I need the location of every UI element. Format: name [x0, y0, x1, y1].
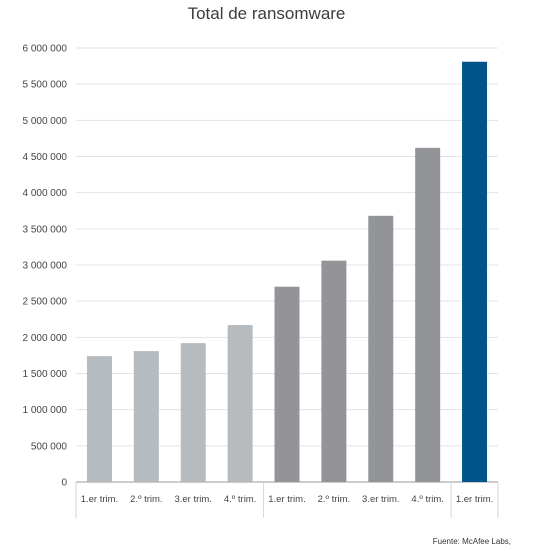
x-tick-label: 3.er trim. [174, 494, 211, 505]
y-tick-label: 2 500 000 [23, 297, 68, 308]
x-tick-label: 2.º trim. [130, 494, 163, 505]
chart-title: Total de ransomware [187, 4, 346, 23]
y-tick-label: 500 000 [31, 441, 68, 452]
x-tick-label: 4.º trim. [224, 494, 257, 505]
bar [415, 147, 441, 482]
y-tick-label: 6 000 000 [23, 44, 68, 55]
y-tick-label: 4 500 000 [23, 152, 68, 163]
bar [180, 343, 206, 482]
y-tick-label: 3 000 000 [23, 261, 68, 272]
source-note: Fuente: McAfee Labs, [432, 537, 511, 546]
y-tick-label: 5 500 000 [23, 80, 68, 91]
y-tick-label: 3 500 000 [23, 224, 68, 235]
y-tick-label: 4 000 000 [23, 188, 68, 199]
y-tick-label: 2 000 000 [23, 333, 68, 344]
bar [462, 61, 488, 482]
y-tick-label: 5 000 000 [23, 116, 68, 127]
x-tick-label: 1.er trim. [81, 494, 118, 505]
bar [321, 260, 347, 482]
x-tick-label: 4.º trim. [411, 494, 444, 505]
x-tick-label: 3.er trim. [362, 494, 399, 505]
bar [368, 215, 394, 482]
y-tick-label: 0 [61, 478, 67, 489]
y-tick-label: 1 000 000 [23, 405, 68, 416]
x-tick-label: 1.er trim. [456, 494, 493, 505]
y-tick-label: 1 500 000 [23, 369, 68, 380]
bar [274, 286, 300, 482]
x-tick-label: 1.er trim. [268, 494, 305, 505]
bar [133, 351, 159, 482]
bar [86, 356, 112, 482]
bar [227, 325, 253, 482]
x-tick-label: 2.º trim. [318, 494, 351, 505]
